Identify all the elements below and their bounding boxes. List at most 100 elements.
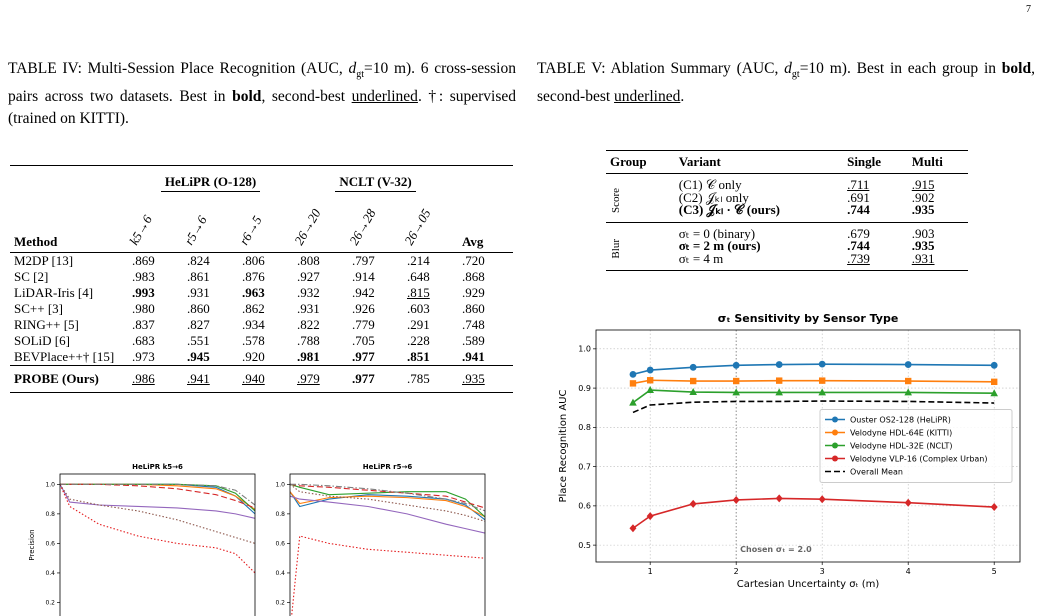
series-line [60,483,255,515]
marker [646,512,654,521]
marker [990,389,998,397]
column-header: Multi [907,150,968,174]
legend-box [819,409,1013,483]
value-cell: .963 [242,285,265,300]
marker [646,386,654,394]
value-cell: .824 [187,253,210,268]
caption-text: bold [232,88,262,106]
marker [732,495,740,504]
y-tick-label: 0.7 [578,462,591,471]
value-cell: .993 [132,285,155,300]
value-cell: .837 [132,317,155,332]
y-tick-label: 0.5 [578,541,591,550]
x-tick-label: 2 [734,567,739,576]
marker [990,378,998,386]
y-tick-label: 1.0 [275,481,285,488]
value-cell: .808 [297,253,320,268]
marker [818,360,826,368]
value-cell: .929 [462,285,485,300]
y-tick-label: 0.8 [578,423,591,432]
value-cell: .973 [132,349,155,364]
legend-marker [832,442,838,449]
column-header: 26→28 [346,192,403,253]
value-cell: .915 [911,177,935,192]
column-header: Variant [674,150,844,174]
marker [775,494,783,503]
column-header: Avg [458,192,513,253]
value-cell: .869 [132,253,155,268]
y-tick-label: 0.2 [45,600,55,607]
value-cell: .578 [242,333,265,348]
y-tick-label: 0.2 [275,600,285,607]
variant-cell: σₜ = 0 (binary) [674,221,844,240]
table-row: (C2) 𝒥ₖₗ only .691 .902 [606,189,968,205]
marker [629,524,637,533]
table-row: PROBE (Ours) .986.941.940.979.977.785.935 [10,365,513,393]
table-row: Score (C1) 𝒞 only .711.915 [606,174,968,213]
marker [689,499,697,508]
caption-math: d [784,60,792,77]
marker [646,377,654,384]
value-cell: .748 [462,317,485,332]
column-header: Group [606,150,675,174]
marker [732,388,740,396]
caption-text: =10 m). 6 cross-session pairs across two… [8,60,516,106]
value-cell: .902 [911,189,935,205]
group-label: HeLiPR (O-128) [160,174,261,192]
x-axis-label: Cartesian Uncertainty σₜ (m) [737,579,880,590]
caption-text: . †: supervised (trained on KITTI). [8,88,517,128]
table-row: LiDAR-Iris [4] .993 .931 .963 .932 .942 .815 .9… [10,285,513,301]
marker [732,361,740,369]
method-cell: PROBE (Ours) [10,365,128,393]
value-cell: .861 [187,269,210,284]
column-header: r5→6 [181,192,238,253]
value-cell: .683 [132,333,155,348]
variant-cell: (C2) 𝒥ₖₗ only [678,189,749,205]
table-row: σₜ = 4 m .739 .931 [606,252,968,271]
x-tick-label: 4 [906,567,911,576]
series-line [290,491,485,518]
variant-cell: (C3) 𝒥ₖₗ · 𝒞 (ours) [678,202,780,217]
series-line [291,535,485,616]
value-cell: .603 [407,301,430,316]
marker [646,366,654,374]
y-tick-label: 0.6 [578,502,591,511]
marker [904,498,912,507]
value-cell: .977 [348,365,403,393]
method-cell: BEVPlace++† [15] [14,349,115,364]
legend-marker [832,429,838,436]
header-row: Method k5→6 r5→6 r6→5 26→20 26→28 26→05 Avg [10,192,513,253]
y-tick-label: 0.4 [45,570,55,577]
legend-marker [832,416,838,423]
caption-text: bold [1001,60,1032,77]
method-cell: SC [2] [14,269,49,284]
marker [689,363,697,371]
y-tick-label: 0.6 [45,541,55,548]
marker [689,377,697,385]
marker [904,388,912,396]
caption-text: TABLE IV: Multi-Session Place Recognitio… [8,60,349,77]
method-cell: LiDAR-Iris [4] [14,285,94,300]
series-line [290,483,485,522]
value-cell: .860 [187,301,210,316]
value-cell: .920 [242,349,265,364]
y-tick-label: 0.8 [45,511,55,518]
table-row: SC++ [3] .980 .860 .862 .931 .926 .603 .860 [10,301,513,317]
marker [818,377,826,384]
column-header: 26→05 [401,192,458,253]
series-line [632,379,995,385]
legend-label: Overall Mean [850,468,903,477]
value-cell: .876 [242,269,265,284]
value-cell: .942 [352,285,375,300]
value-cell: .779 [352,317,375,332]
series-line [60,484,255,544]
value-cell: .986 [128,365,183,393]
legend-label: Velodyne VLP-16 (Complex Urban) [850,455,988,464]
marker [629,370,637,378]
value-cell: .851 [407,349,430,364]
value-cell: .903 [907,221,968,240]
method-cell: RING++ [5] [14,317,79,332]
marker [990,503,998,512]
caption-math: gt [356,69,365,81]
